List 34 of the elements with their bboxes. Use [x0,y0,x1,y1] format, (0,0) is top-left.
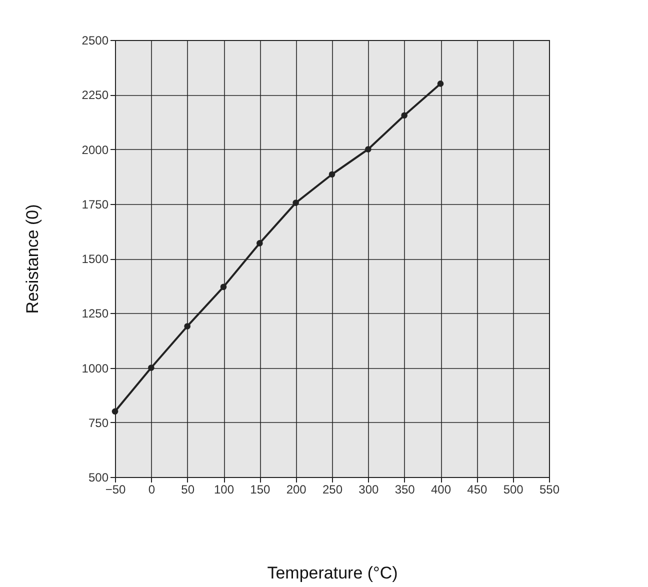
point [365,146,372,152]
point [256,240,263,246]
y-tick-label: 1250 [82,306,109,321]
point [292,200,299,206]
x-tick-label: 350 [394,482,416,496]
x-tick-label: 50 [181,482,195,496]
x-tick-label: 200 [286,482,307,496]
y-axis-title: Resistance (0) [22,204,42,314]
x-tick-label: 100 [214,482,234,496]
point [328,171,336,178]
y-tick-label: 1750 [82,197,109,212]
y-tick-label: 2500 [82,34,109,48]
x-tick-label: 400 [430,482,452,496]
x-tick-label: 250 [322,482,343,496]
x-tick-label: 0 [148,482,156,496]
x-tick-label: −50 [105,482,126,496]
x-tick-label: 150 [250,482,270,496]
point [220,284,227,290]
x-tick-label: 300 [358,482,379,496]
x-tick-label: 500 [503,482,524,496]
y-tick-label: 1500 [82,252,109,266]
point [184,323,190,330]
y-tick-label: 2000 [82,142,109,157]
y-tick-label: 1000 [82,361,109,376]
point [148,364,154,371]
y-tick-label: 750 [88,416,109,430]
point [112,408,118,415]
y-tick-label: 2250 [82,88,109,102]
x-tick-label: 450 [467,482,488,496]
x-axis-title: Temperature (°C) [267,564,398,582]
point [401,112,408,119]
y-tick-label: 500 [88,470,109,484]
point [437,80,444,87]
x-tick-label: 550 [539,482,560,496]
